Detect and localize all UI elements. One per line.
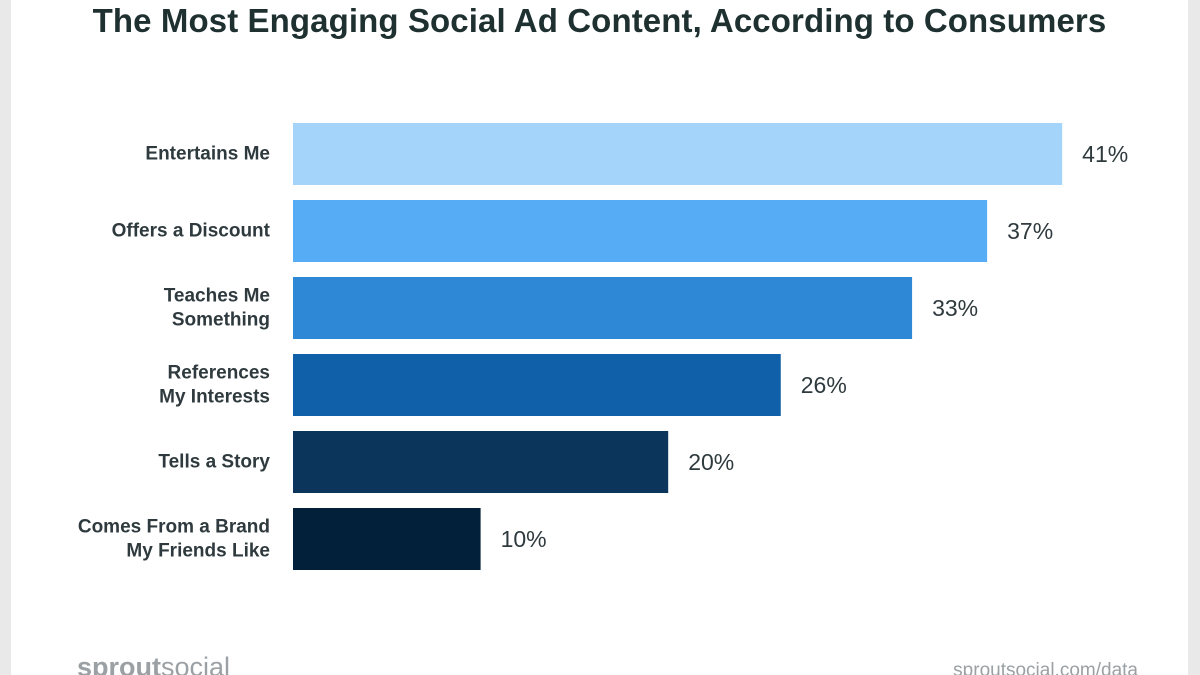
category-label: References (168, 363, 270, 384)
brand-logo-left: sprout (77, 652, 161, 675)
chart-title: The Most Engaging Social Ad Content, Acc… (92, 2, 1107, 39)
category-label: Comes From a Brand (78, 517, 270, 538)
brand-logo: sproutsocial (77, 652, 230, 675)
source-link[interactable]: sproutsocial.com/data (953, 660, 1138, 675)
data-label: 20% (688, 449, 734, 475)
bar (293, 277, 913, 339)
data-label: 41% (1082, 141, 1128, 167)
category-label: Offers a Discount (112, 221, 271, 242)
bar (293, 123, 1063, 185)
data-label: 37% (1007, 218, 1053, 244)
category-label: My Friends Like (126, 541, 270, 562)
data-label: 33% (932, 295, 978, 321)
bar-chart: 41% Entertains Me 37% Offers a Discount 33% T… (78, 123, 1128, 570)
category-label: Entertains Me (145, 144, 270, 165)
category-label: Something (172, 310, 270, 331)
bar (293, 508, 481, 570)
category-label: Teaches Me (164, 286, 270, 307)
bar (293, 200, 988, 262)
bar (293, 354, 781, 416)
data-label: 26% (801, 372, 847, 398)
category-label: Tells a Story (158, 452, 270, 473)
chart-card: The Most Engaging Social Ad Content, Acc… (11, 0, 1188, 675)
bar (293, 431, 669, 493)
brand-logo-right: social (161, 652, 231, 675)
data-label: 10% (501, 526, 547, 552)
category-label: My Interests (159, 387, 270, 408)
